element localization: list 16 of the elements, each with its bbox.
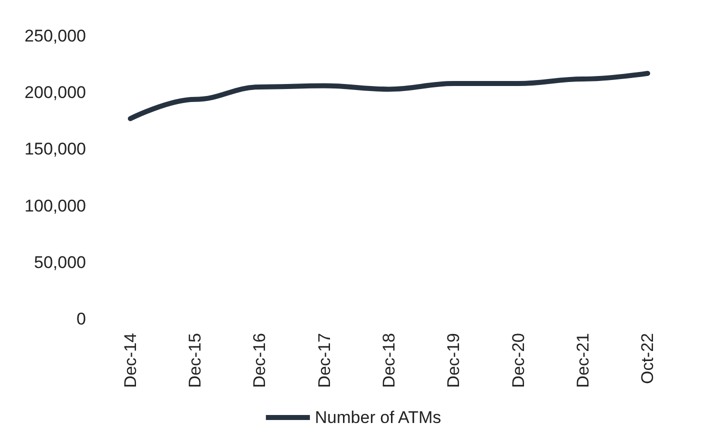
legend-label: Number of ATMs: [314, 408, 442, 427]
y-tick-label: 50,000: [34, 252, 86, 272]
x-tick-label: Dec-21: [574, 333, 592, 388]
x-tick-label: Dec-19: [444, 333, 464, 388]
x-tick-label: Dec-18: [380, 333, 398, 388]
y-tick-label: 200,000: [24, 83, 86, 102]
y-tick-label: 100,000: [24, 196, 86, 216]
y-tick-label: 250,000: [24, 26, 86, 46]
x-tick-label: Oct-22: [638, 333, 658, 384]
x-tick-label: Dec-16: [250, 333, 270, 388]
y-tick-label: 0: [76, 310, 86, 328]
x-tick-label: Dec-15: [186, 333, 204, 388]
x-tick-label: Dec-17: [314, 333, 334, 388]
x-tick-label: Dec-20: [508, 333, 528, 388]
x-tick-label: Dec-14: [120, 333, 140, 388]
y-tick-label: 150,000: [24, 140, 86, 159]
